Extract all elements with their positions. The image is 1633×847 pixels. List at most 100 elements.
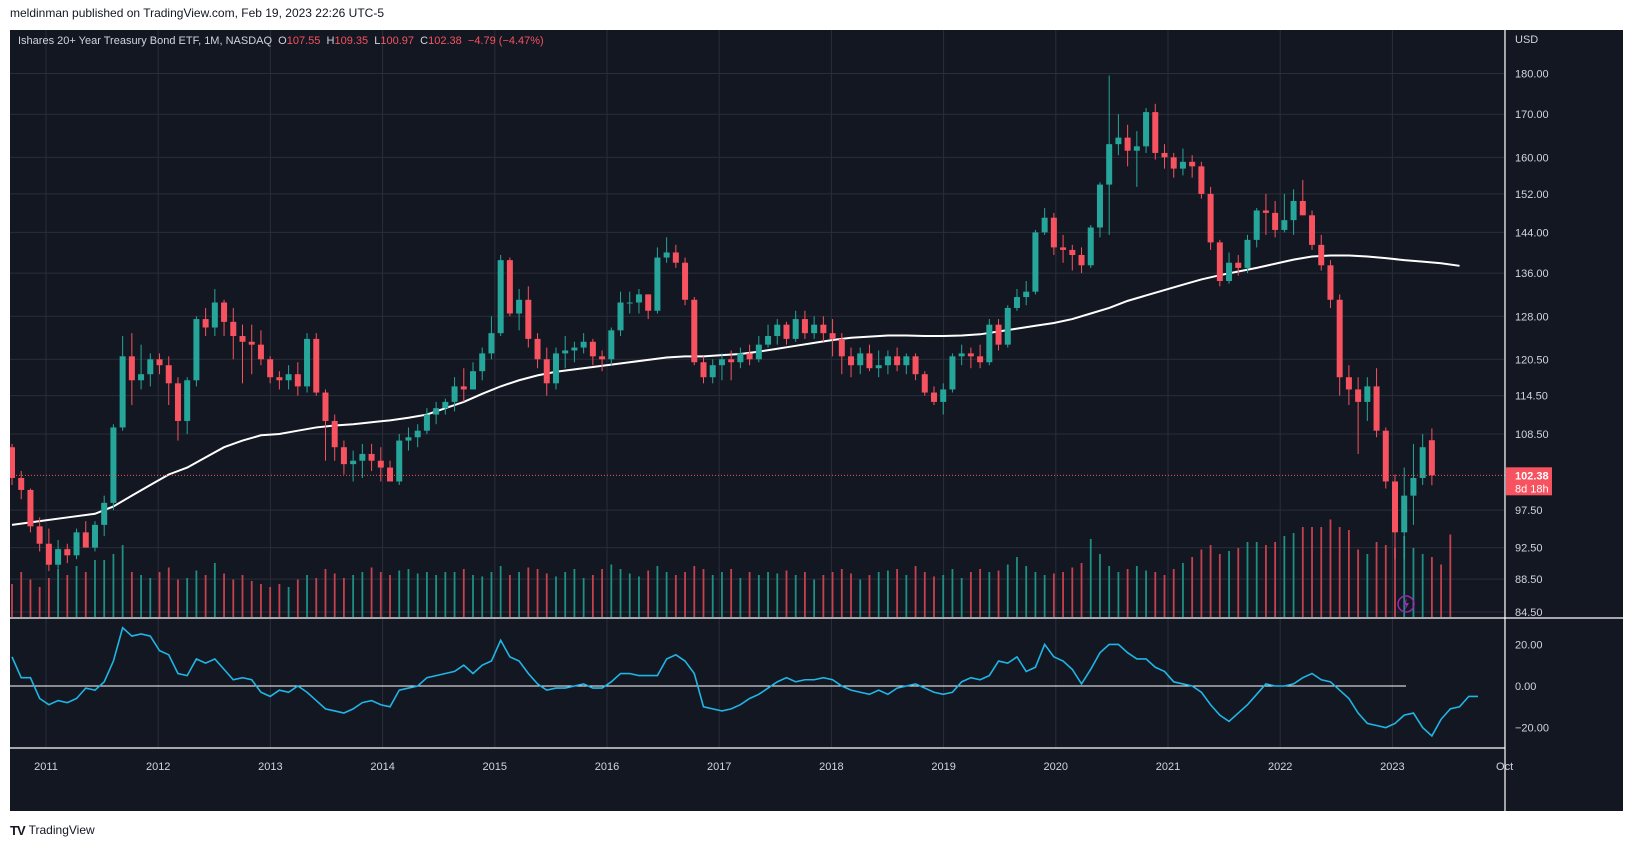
candle-body	[1133, 146, 1140, 151]
volume-bar	[840, 569, 843, 617]
candle-body	[866, 353, 873, 369]
candle-body	[506, 260, 513, 314]
volume-bar	[167, 567, 170, 617]
volume-bar	[1025, 566, 1028, 617]
candle-body	[202, 319, 209, 328]
volume-bar	[416, 573, 419, 617]
volume-bar	[20, 572, 23, 617]
candle-body	[1253, 210, 1260, 240]
volume-bar	[545, 573, 548, 617]
price-tick-label: 88.50	[1515, 574, 1543, 586]
volume-bar	[785, 570, 788, 617]
candle-body	[156, 359, 163, 366]
time-tick-label: 2011	[34, 761, 58, 773]
volume-bar	[619, 569, 622, 617]
price-tick-label: 84.50	[1515, 607, 1543, 619]
volume-bar	[47, 578, 50, 617]
volume-bar	[453, 572, 456, 617]
volume-bar	[177, 579, 179, 617]
time-tick-label: 2015	[483, 761, 507, 773]
candle-body	[792, 319, 799, 339]
candle-body	[663, 252, 670, 258]
volume-bar	[490, 572, 493, 617]
volume-bar	[813, 579, 816, 617]
candle-body	[977, 356, 984, 363]
candle-body	[543, 359, 550, 384]
volume-bar	[1348, 530, 1350, 617]
volume-bar	[1218, 554, 1221, 617]
volume-bar	[1237, 548, 1240, 617]
volume-bar	[149, 578, 152, 617]
volume-bar	[1135, 566, 1138, 617]
volume-bar	[730, 569, 733, 617]
candle-body	[525, 299, 532, 339]
candle-body	[350, 460, 357, 465]
candle-body	[1115, 137, 1122, 145]
volume-bar	[1052, 573, 1055, 617]
candle-body	[1309, 215, 1316, 245]
candle-body	[1032, 232, 1039, 292]
volume-bar	[29, 579, 32, 617]
volume-bar	[859, 579, 862, 617]
volume-bar	[472, 575, 474, 617]
volume-bar	[923, 572, 926, 617]
chart-canvas[interactable]: USD 84.50 88.50 92.50 97.50 108.50 114.50 120.5…	[10, 30, 1623, 811]
tradingview-footer[interactable]: TV TradingView	[10, 820, 95, 840]
volume-bar	[250, 581, 253, 617]
candle-body	[1143, 112, 1150, 147]
candle-body	[774, 324, 781, 337]
volume-bar	[1209, 545, 1212, 617]
volume-bar	[582, 578, 585, 617]
volume-bar	[767, 572, 769, 617]
candle-body	[1355, 389, 1362, 402]
candle-body	[1299, 200, 1306, 216]
candle-body	[1364, 386, 1371, 402]
volume-bar	[1200, 549, 1203, 617]
candle-body	[875, 365, 882, 369]
volume-bar	[1172, 569, 1175, 617]
candle-body	[1087, 227, 1094, 266]
candle-body	[165, 365, 172, 384]
volume-bar	[536, 569, 539, 617]
volume-bar	[628, 573, 631, 617]
volume-bar	[1338, 527, 1341, 617]
volume-bar	[1228, 551, 1230, 617]
volume-bar	[1089, 539, 1092, 617]
candle-body	[313, 338, 320, 393]
volume-bar	[1145, 570, 1147, 617]
candle-body	[451, 386, 458, 402]
candle-body	[82, 532, 89, 548]
candle-body	[64, 549, 71, 556]
legend-low: 100.97	[380, 35, 415, 47]
price-tick-label: 120.50	[1515, 354, 1549, 366]
candle-body	[1152, 112, 1159, 153]
volume-bar	[398, 570, 401, 617]
candle-body	[294, 374, 301, 387]
candle-body	[894, 356, 901, 366]
volume-bar	[656, 566, 659, 617]
candle-body	[884, 356, 891, 366]
volume-bar	[1311, 527, 1313, 617]
time-tick-label: Oct	[1496, 761, 1513, 773]
price-tick-label: 180.00	[1515, 69, 1549, 81]
lightning-icon	[1397, 595, 1415, 613]
candle-body	[737, 353, 744, 363]
volume-bar	[518, 572, 520, 617]
volume-bar	[306, 575, 308, 617]
price-tick-label: 114.50	[1515, 391, 1548, 403]
volume-bar	[721, 572, 723, 617]
candle-body	[940, 389, 947, 402]
candle-body	[479, 353, 486, 372]
candle-body	[1281, 220, 1288, 230]
candle-body	[829, 333, 836, 339]
volume-bar	[1034, 572, 1037, 617]
candle-body	[1050, 217, 1057, 248]
price-tick-label: 128.00	[1515, 311, 1549, 323]
volume-bar	[979, 569, 981, 617]
volume-bar	[370, 567, 373, 617]
volume-bar	[702, 569, 705, 617]
volume-bar	[638, 576, 640, 617]
symbol-legend: Ishares 20+ Year Treasury Bond ETF, 1M, …	[18, 35, 544, 47]
candle-body	[10, 447, 15, 478]
chart-panel[interactable]: USD 84.50 88.50 92.50 97.50 108.50 114.50 120.5…	[10, 30, 1623, 811]
